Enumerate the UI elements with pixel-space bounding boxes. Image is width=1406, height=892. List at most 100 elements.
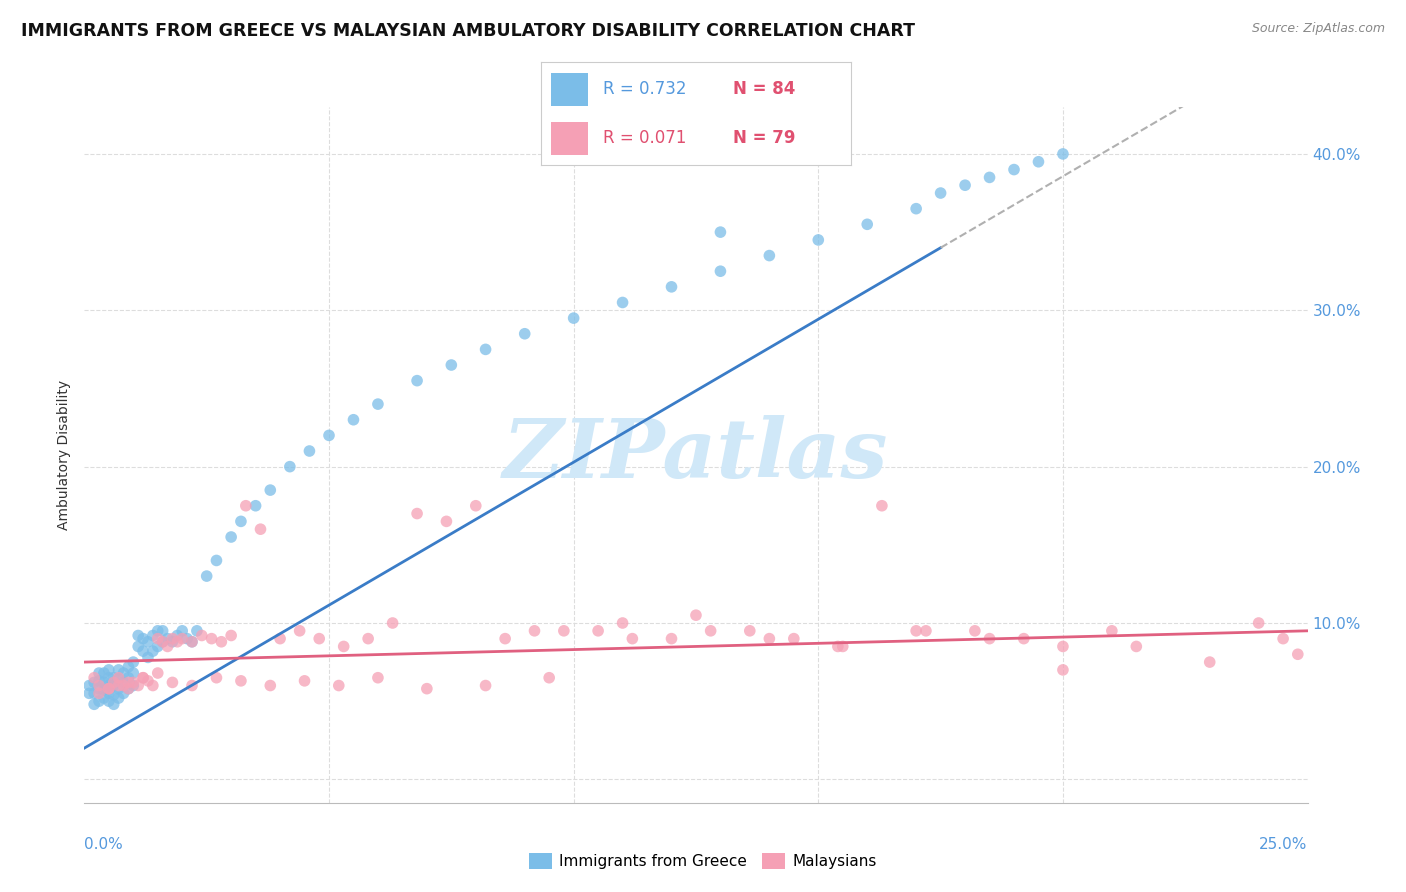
Point: [107, 671, 129, 685]
Point: [152, 624, 174, 638]
Point: [142, 628, 165, 642]
Point: [827, 640, 849, 654]
Point: [103, 688, 125, 702]
Point: [181, 634, 204, 648]
Point: [612, 295, 634, 310]
Point: [1052, 147, 1074, 161]
Point: [245, 499, 267, 513]
Point: [93, 675, 115, 690]
Point: [436, 514, 458, 528]
Point: [156, 632, 179, 646]
Y-axis label: Ambulatory Disability: Ambulatory Disability: [58, 380, 72, 530]
Point: [229, 514, 252, 528]
Point: [905, 624, 928, 638]
Point: [87, 686, 110, 700]
Point: [929, 186, 952, 200]
Text: N = 84: N = 84: [733, 80, 796, 98]
Text: Source: ZipAtlas.com: Source: ZipAtlas.com: [1251, 22, 1385, 36]
Point: [259, 483, 281, 497]
Point: [93, 666, 115, 681]
Point: [464, 499, 486, 513]
FancyBboxPatch shape: [551, 73, 588, 105]
Point: [122, 675, 145, 690]
Point: [381, 615, 404, 630]
Point: [219, 530, 242, 544]
Point: [117, 675, 139, 690]
Point: [406, 507, 429, 521]
Point: [162, 675, 184, 690]
Point: [166, 628, 188, 642]
Legend: Immigrants from Greece, Malaysians: Immigrants from Greece, Malaysians: [523, 847, 883, 875]
Point: [979, 632, 1001, 646]
Text: N = 79: N = 79: [733, 129, 796, 147]
Point: [152, 634, 174, 648]
Point: [77, 679, 100, 693]
Point: [1012, 632, 1035, 646]
Point: [709, 264, 731, 278]
Point: [146, 666, 169, 681]
Point: [77, 686, 100, 700]
Point: [117, 681, 139, 696]
Point: [562, 311, 585, 326]
Point: [1272, 632, 1295, 646]
Point: [132, 671, 155, 685]
Text: ZIPatlas: ZIPatlas: [503, 415, 889, 495]
Point: [107, 681, 129, 696]
Point: [83, 686, 105, 700]
Point: [979, 170, 1001, 185]
Point: [474, 679, 496, 693]
Point: [963, 624, 986, 638]
Point: [553, 624, 575, 638]
Point: [162, 632, 184, 646]
Point: [103, 698, 125, 712]
Point: [440, 358, 463, 372]
Text: R = 0.732: R = 0.732: [603, 80, 686, 98]
Point: [83, 698, 105, 712]
Point: [103, 675, 125, 690]
Point: [117, 681, 139, 696]
Point: [142, 644, 165, 658]
Point: [200, 632, 222, 646]
Point: [612, 615, 634, 630]
Point: [1125, 640, 1147, 654]
Point: [328, 679, 350, 693]
Point: [758, 632, 780, 646]
Point: [474, 343, 496, 357]
Point: [269, 632, 291, 646]
Point: [758, 249, 780, 263]
Point: [1286, 647, 1309, 661]
Point: [172, 632, 194, 646]
Point: [97, 671, 120, 685]
Point: [621, 632, 644, 646]
FancyBboxPatch shape: [551, 122, 588, 155]
Point: [87, 679, 110, 693]
Point: [146, 624, 169, 638]
Point: [107, 663, 129, 677]
Point: [176, 632, 198, 646]
Point: [87, 666, 110, 681]
Point: [127, 679, 149, 693]
Point: [166, 634, 188, 648]
Point: [494, 632, 516, 646]
Point: [367, 397, 389, 411]
Point: [181, 634, 204, 648]
Point: [186, 624, 208, 638]
Point: [538, 671, 561, 685]
Point: [1028, 154, 1050, 169]
Point: [288, 624, 311, 638]
Point: [205, 671, 228, 685]
Point: [83, 675, 105, 690]
Point: [357, 632, 380, 646]
Point: [136, 634, 159, 648]
Point: [1101, 624, 1123, 638]
Point: [97, 694, 120, 708]
Point: [1002, 162, 1025, 177]
Point: [146, 632, 169, 646]
Point: [136, 673, 159, 688]
Point: [132, 632, 155, 646]
Point: [146, 640, 169, 654]
Point: [1198, 655, 1220, 669]
Point: [661, 280, 683, 294]
Point: [117, 660, 139, 674]
Point: [103, 679, 125, 693]
